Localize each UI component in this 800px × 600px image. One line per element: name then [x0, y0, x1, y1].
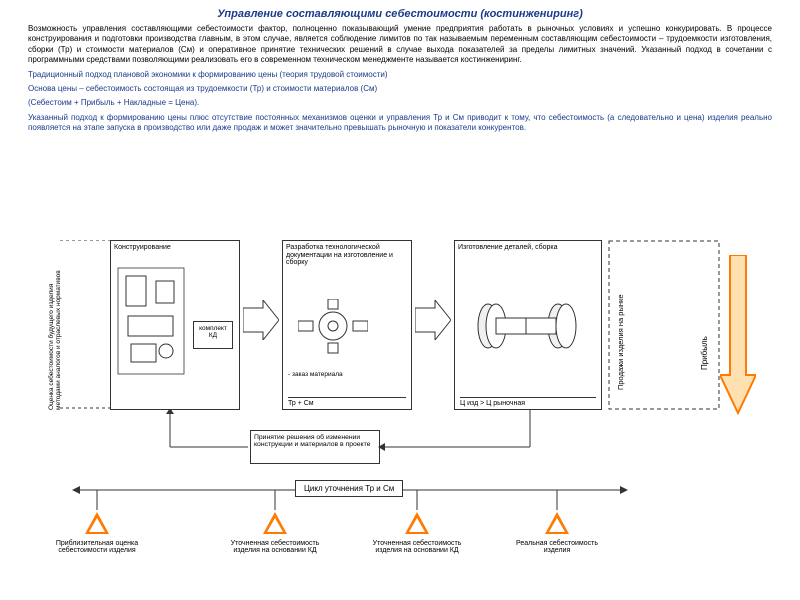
arrow-1-2: [243, 300, 279, 340]
drawing-icon: [116, 266, 186, 376]
market-sale-label: Продажи изделия на рынке: [616, 270, 625, 390]
stage1-box: Конструирование комплект КД: [110, 240, 240, 410]
blue-line-1: Традиционный подход плановой экономики к…: [0, 70, 800, 84]
assembled-part-icon: [463, 286, 593, 366]
triangle-marker-4: [545, 512, 569, 534]
blue-line-3: (Себестоим + Прибыль + Накладные = Цена)…: [0, 98, 800, 112]
triangle-marker-1: [85, 512, 109, 534]
stage1-title: Конструирование: [114, 244, 236, 251]
triangle-caption-4: Реальная себестоимость изделия: [512, 540, 602, 554]
profit-down-arrow-icon: [720, 255, 756, 415]
triangle-caption-2: Уточненная себестоимость изделия на осно…: [230, 540, 320, 554]
process-diagram: Оценка себестоимости будущего изделия ме…: [0, 230, 800, 600]
stage2-title: Разработка технологической документации …: [286, 244, 408, 267]
stage3-formula: Ц изд > Ц рыночная: [460, 397, 596, 407]
stage2-material: - заказ материала: [288, 371, 343, 378]
stage1-output: комплект КД: [193, 321, 233, 349]
stage2-tpcm: Тр + См: [288, 397, 406, 407]
blue-line-2: Основа цены – себестоимость состоящая из…: [0, 84, 800, 98]
page-title: Управление составляющими себестоимости (…: [0, 0, 800, 24]
connectors: [60, 240, 120, 410]
stage3-title: Изготовление деталей, сборка: [458, 244, 598, 252]
stage3-box: Изготовление деталей, сборка Ц изд > Ц р…: [454, 240, 602, 410]
intro-paragraph: Возможность управления составляющими себ…: [0, 24, 800, 70]
gear-part-icon: [298, 299, 368, 354]
feedback-arrows: [110, 410, 610, 470]
triangle-caption-3: Уточненная себестоимость изделия на осно…: [372, 540, 462, 554]
triangle-marker-3: [405, 512, 429, 534]
triangle-marker-2: [263, 512, 287, 534]
profit-label: Прибыль: [700, 290, 709, 370]
arrow-2-3: [415, 300, 451, 340]
blue-line-4: Указанный подход к формированию цены плю…: [0, 113, 800, 138]
stage2-box: Разработка технологической документации …: [282, 240, 412, 410]
triangle-caption-1: Приблизительная оценка себестоимости изд…: [52, 540, 142, 554]
